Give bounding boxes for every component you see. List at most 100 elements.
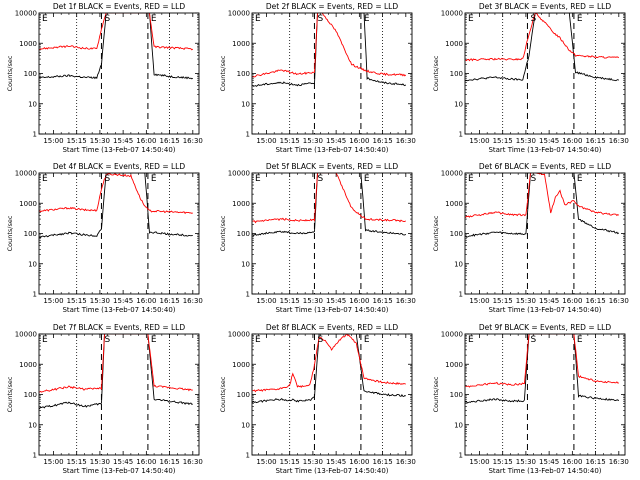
y-tick-label: 1	[33, 291, 37, 299]
x-tick-label: 15:45	[113, 458, 133, 466]
x-tick-label: 15:15	[280, 458, 300, 466]
y-tick-label: 10	[454, 100, 463, 108]
y-tick-label: 100	[450, 230, 463, 238]
x-tick-label: 16:15	[372, 458, 392, 466]
y-axis-label: Counts/sec	[6, 55, 14, 91]
y-tick-label: 100	[24, 70, 37, 78]
panel-title: Det 4f BLACK = Events, RED = LLD	[53, 162, 186, 171]
x-tick-label: 15:00	[469, 297, 489, 305]
y-axis-label: Counts/sec	[432, 376, 440, 412]
x-axis-label: Start Time (13-Feb-07 14:50:40)	[488, 467, 601, 475]
start-marker: E	[255, 14, 261, 24]
x-tick-label: 15:15	[280, 137, 300, 145]
x-tick-label: 15:30	[303, 297, 323, 305]
y-axis-label: Counts/sec	[219, 55, 227, 91]
x-tick-label: 15:45	[326, 458, 346, 466]
panel-title: Det 7f BLACK = Events, RED = LLD	[53, 323, 186, 332]
lld-series-line	[39, 173, 194, 215]
y-tick-label: 100	[24, 391, 37, 399]
x-tick-label: 15:30	[90, 458, 110, 466]
y-tick-label: 100	[237, 70, 250, 78]
detector-panel: Det 6f BLACK = Events, RED = LLD Counts/s…	[432, 162, 629, 314]
y-tick-label: 10000	[441, 10, 463, 18]
detector-panel: Det 5f BLACK = Events, RED = LLD Counts/s…	[219, 162, 416, 314]
y-axis-label: Counts/sec	[219, 376, 227, 412]
x-tick-label: 15:00	[43, 458, 63, 466]
x-tick-label: 15:15	[280, 297, 300, 305]
end-marker: E	[577, 174, 583, 184]
y-tick-label: 10	[28, 421, 37, 429]
y-tick-label: 1	[459, 291, 463, 299]
panel-title: Det 3f BLACK = Events, RED = LLD	[479, 2, 612, 11]
panel-title: Det 9f BLACK = Events, RED = LLD	[479, 323, 612, 332]
end-marker: E	[364, 14, 370, 24]
start-marker: E	[468, 14, 474, 24]
y-tick-label: 10	[28, 100, 37, 108]
x-tick-label: 15:15	[493, 137, 513, 145]
x-tick-label: 16:00	[562, 297, 582, 305]
lld-series-line	[465, 173, 620, 218]
detector-panel: Det 9f BLACK = Events, RED = LLD Counts/s…	[432, 323, 629, 475]
x-tick-label: 16:00	[349, 137, 369, 145]
panel-title: Det 5f BLACK = Events, RED = LLD	[266, 162, 399, 171]
y-axis-label: Counts/sec	[219, 215, 227, 251]
end-marker: E	[364, 174, 370, 184]
x-tick-label: 15:30	[516, 458, 536, 466]
y-axis-label: Counts/sec	[432, 215, 440, 251]
x-axis-label: Start Time (13-Feb-07 14:50:40)	[275, 467, 388, 475]
x-tick-label: 15:30	[90, 137, 110, 145]
x-tick-label: 16:00	[136, 297, 156, 305]
y-tick-label: 1000	[19, 40, 37, 48]
mid-marker: S	[104, 335, 110, 345]
lld-series-line	[252, 334, 406, 393]
detector-panel: Det 2f BLACK = Events, RED = LLD Counts/s…	[219, 2, 416, 154]
y-tick-label: 1000	[445, 361, 463, 369]
y-tick-label: 1	[33, 131, 37, 139]
start-marker: E	[468, 335, 474, 345]
x-axis-label: Start Time (13-Feb-07 14:50:40)	[488, 306, 601, 314]
y-tick-label: 10	[28, 260, 37, 268]
mid-marker: S	[104, 14, 110, 24]
mid-marker: S	[530, 335, 536, 345]
y-tick-label: 1	[459, 452, 463, 460]
y-tick-label: 10000	[15, 331, 37, 339]
y-tick-label: 10	[454, 421, 463, 429]
x-axis-label: Start Time (13-Feb-07 14:50:40)	[62, 146, 175, 154]
x-tick-label: 16:00	[562, 458, 582, 466]
detector-panel: Det 8f BLACK = Events, RED = LLD Counts/s…	[219, 323, 416, 475]
x-tick-label: 15:30	[303, 458, 323, 466]
events-series-line	[252, 173, 407, 237]
end-marker: E	[577, 335, 583, 345]
plot-frame	[464, 12, 626, 135]
y-tick-label: 1	[246, 131, 250, 139]
y-tick-label: 1	[246, 291, 250, 299]
lld-series-line	[252, 13, 407, 78]
plot-frame	[464, 333, 626, 456]
end-marker: E	[577, 14, 583, 24]
x-tick-label: 16:00	[562, 137, 582, 145]
x-tick-label: 15:00	[43, 137, 63, 145]
x-tick-label: 15:15	[67, 297, 87, 305]
end-marker: E	[151, 335, 157, 345]
x-tick-label: 15:45	[539, 458, 559, 466]
plot-frame	[38, 172, 200, 295]
panel-title: Det 1f BLACK = Events, RED = LLD	[53, 2, 186, 11]
x-tick-label: 16:30	[609, 297, 629, 305]
events-series-line	[39, 173, 193, 239]
detector-panel: Det 1f BLACK = Events, RED = LLD Counts/s…	[6, 2, 203, 154]
x-tick-label: 16:30	[396, 297, 416, 305]
mid-marker: S	[317, 14, 323, 24]
y-tick-label: 1000	[19, 361, 37, 369]
panel-title: Det 2f BLACK = Events, RED = LLD	[266, 2, 399, 11]
y-axis-label: Counts/sec	[6, 215, 14, 251]
y-tick-label: 100	[237, 391, 250, 399]
y-tick-label: 1000	[19, 200, 37, 208]
lld-series-line	[39, 334, 193, 393]
plot-frame	[251, 172, 413, 295]
x-tick-label: 16:00	[349, 458, 369, 466]
x-tick-label: 16:00	[136, 458, 156, 466]
detector-panel: Det 7f BLACK = Events, RED = LLD Counts/s…	[6, 323, 203, 475]
y-axis-label: Counts/sec	[6, 376, 14, 412]
x-tick-label: 15:00	[256, 137, 276, 145]
x-tick-label: 16:30	[609, 458, 629, 466]
